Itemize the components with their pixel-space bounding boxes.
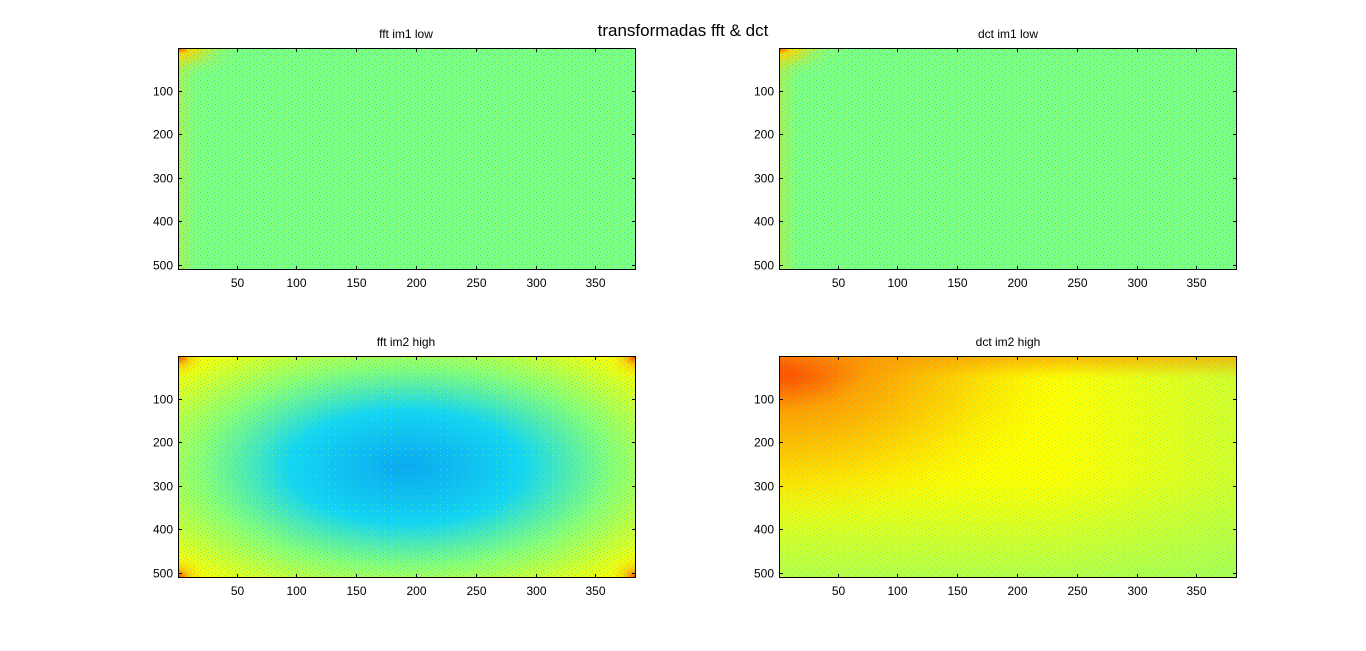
heatmap-image-fft-im2-high (178, 356, 636, 578)
x-tick-label: 300 (526, 584, 546, 598)
x-tick-label: 350 (1186, 276, 1206, 290)
heatmap-fft-im2-high: 50 100 150 200 250 300 350 100 200 300 400 500 (153, 356, 636, 598)
x-tick-label: 200 (1007, 276, 1027, 290)
x-tick-label: 50 (832, 276, 846, 290)
y-tick-label: 500 (153, 259, 173, 273)
x-tick-label: 50 (231, 584, 245, 598)
y-tick-label: 100 (754, 85, 774, 99)
x-tick-label: 150 (947, 584, 967, 598)
panel-title-fft-im2-high: fft im2 high (376, 335, 436, 349)
x-tick-label: 300 (1127, 584, 1147, 598)
axes-box (178, 356, 636, 578)
y-tick-label: 200 (754, 436, 774, 450)
x-tick-label: 100 (286, 276, 306, 290)
x-tick-label: 150 (947, 276, 967, 290)
x-tick-label: 50 (832, 584, 846, 598)
y-tick-label: 500 (153, 567, 173, 581)
x-tick-label: 350 (1186, 584, 1206, 598)
y-tick-label: 300 (754, 172, 774, 186)
x-tick-label: 50 (231, 276, 245, 290)
y-tick-label: 200 (153, 436, 173, 450)
x-tick-label: 200 (406, 584, 426, 598)
x-tick-label: 100 (887, 276, 907, 290)
panel-title-dct-im2-high: dct im2 high (975, 335, 1041, 349)
heatmap-image-fft-im1-low (178, 48, 636, 270)
heatmap-dct-im1-low: 50 100 150 200 250 300 350 100 200 300 400 500 (754, 48, 1237, 290)
x-tick-label: 150 (346, 584, 366, 598)
panel-title-fft-im1-low: fft im1 low (379, 27, 433, 41)
x-tick-label: 250 (466, 276, 486, 290)
x-tick-label: 100 (286, 584, 306, 598)
x-tick-label: 250 (1067, 584, 1087, 598)
y-tick-label: 300 (754, 480, 774, 494)
x-tick-label: 100 (887, 584, 907, 598)
x-tick-label: 200 (406, 276, 426, 290)
y-tick-label: 200 (754, 128, 774, 142)
y-tick-label: 100 (153, 85, 173, 99)
axes-box (779, 48, 1237, 270)
x-tick-label: 300 (1127, 276, 1147, 290)
y-tick-label: 400 (153, 523, 173, 537)
y-tick-label: 300 (153, 480, 173, 494)
axes-box (779, 356, 1237, 578)
x-tick-label: 250 (466, 584, 486, 598)
y-tick-label: 400 (754, 523, 774, 537)
axes-box (178, 48, 636, 270)
figure-title: transformadas fft & dct (597, 21, 769, 40)
y-tick-label: 400 (153, 215, 173, 229)
heatmap-dct-im2-high: 50 100 150 200 250 300 350 100 200 300 400 500 (754, 356, 1237, 598)
y-tick-label: 100 (153, 393, 173, 407)
x-tick-label: 350 (585, 584, 605, 598)
x-tick-label: 300 (526, 276, 546, 290)
panel-title-dct-im1-low: dct im1 low (977, 27, 1039, 41)
y-tick-label: 300 (153, 172, 173, 186)
x-tick-label: 250 (1067, 276, 1087, 290)
heatmap-image-dct-im1-low (779, 48, 1237, 270)
heatmap-image-dct-im2-high (779, 356, 1237, 578)
heatmap-fft-im1-low: 50 100 150 200 250 300 350 100 200 300 400 500 (153, 48, 636, 290)
y-tick-label: 500 (754, 567, 774, 581)
y-tick-label: 100 (754, 393, 774, 407)
x-tick-label: 150 (346, 276, 366, 290)
x-tick-label: 200 (1007, 584, 1027, 598)
y-tick-label: 200 (153, 128, 173, 142)
y-tick-label: 500 (754, 259, 774, 273)
x-tick-label: 350 (585, 276, 605, 290)
y-tick-label: 400 (754, 215, 774, 229)
